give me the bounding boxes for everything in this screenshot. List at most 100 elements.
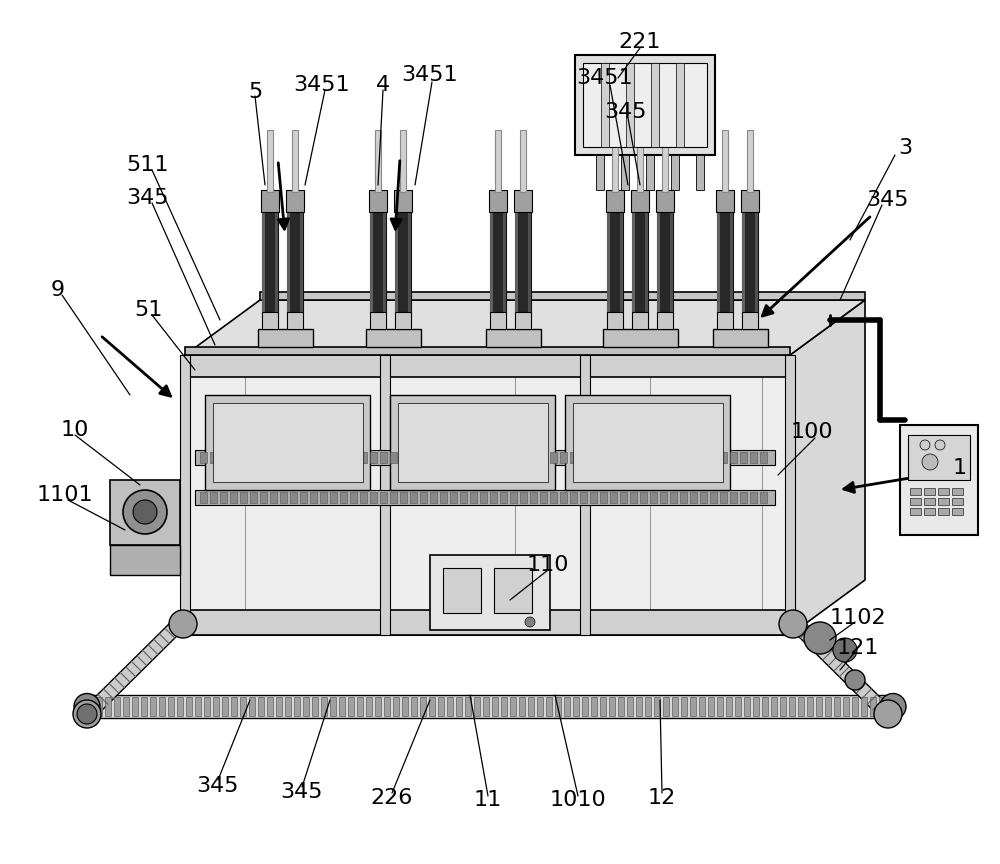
Bar: [258, 329, 313, 347]
Bar: [938, 488, 949, 495]
Bar: [690, 492, 697, 503]
Bar: [250, 492, 257, 503]
Bar: [861, 697, 867, 716]
Bar: [450, 452, 457, 463]
Bar: [621, 155, 629, 190]
Bar: [490, 492, 497, 503]
Bar: [510, 697, 516, 716]
Circle shape: [845, 670, 865, 690]
Bar: [606, 190, 624, 212]
Circle shape: [73, 700, 101, 728]
Bar: [744, 697, 750, 716]
Bar: [168, 697, 174, 716]
Bar: [185, 355, 790, 377]
Bar: [495, 130, 501, 192]
Bar: [540, 452, 547, 463]
Bar: [722, 130, 728, 192]
Bar: [760, 452, 767, 463]
Bar: [275, 210, 278, 312]
Bar: [262, 210, 278, 312]
Bar: [292, 130, 298, 192]
Bar: [610, 452, 617, 463]
Bar: [470, 452, 477, 463]
Bar: [285, 697, 291, 716]
Bar: [740, 492, 747, 503]
Bar: [384, 697, 390, 716]
Bar: [676, 63, 684, 147]
Bar: [607, 210, 610, 312]
Bar: [262, 210, 265, 312]
Bar: [630, 452, 637, 463]
Bar: [660, 492, 667, 503]
Bar: [609, 697, 615, 716]
Bar: [580, 355, 590, 635]
Bar: [105, 697, 111, 716]
Bar: [430, 492, 437, 503]
Bar: [185, 355, 790, 635]
Bar: [260, 452, 267, 463]
Bar: [650, 452, 657, 463]
Bar: [910, 488, 921, 495]
Bar: [924, 508, 935, 515]
Bar: [708, 697, 714, 716]
Bar: [400, 452, 407, 463]
Bar: [321, 697, 327, 716]
Bar: [700, 492, 707, 503]
Bar: [180, 355, 190, 635]
Bar: [573, 697, 579, 716]
Bar: [410, 452, 417, 463]
Bar: [713, 329, 768, 347]
Bar: [618, 697, 624, 716]
Bar: [262, 312, 278, 329]
Bar: [350, 452, 357, 463]
Bar: [590, 492, 597, 503]
Text: 9: 9: [51, 280, 65, 300]
Bar: [474, 697, 480, 716]
Bar: [443, 568, 481, 613]
Bar: [490, 210, 506, 312]
Bar: [632, 210, 635, 312]
Bar: [510, 492, 517, 503]
Bar: [789, 697, 795, 716]
Bar: [357, 697, 363, 716]
Bar: [530, 492, 537, 503]
Bar: [537, 697, 543, 716]
Text: 110: 110: [527, 555, 569, 575]
Bar: [582, 697, 588, 716]
Bar: [290, 492, 297, 503]
Bar: [645, 210, 648, 312]
Bar: [630, 492, 637, 503]
Bar: [87, 697, 93, 716]
Bar: [240, 452, 247, 463]
Bar: [340, 452, 347, 463]
Bar: [520, 492, 527, 503]
Bar: [600, 697, 606, 716]
Bar: [159, 697, 165, 716]
Bar: [267, 697, 273, 716]
Circle shape: [133, 500, 157, 524]
Bar: [740, 452, 747, 463]
Bar: [591, 697, 597, 716]
Bar: [515, 210, 531, 312]
Bar: [662, 130, 668, 192]
Polygon shape: [82, 618, 185, 720]
Bar: [310, 452, 317, 463]
Bar: [360, 492, 367, 503]
Text: 221: 221: [619, 32, 661, 52]
Bar: [515, 312, 531, 329]
Bar: [260, 292, 865, 300]
Bar: [287, 312, 303, 329]
Bar: [528, 210, 531, 312]
Bar: [260, 492, 267, 503]
Bar: [177, 697, 183, 716]
Bar: [651, 63, 659, 147]
Bar: [185, 610, 790, 635]
Bar: [519, 697, 525, 716]
Bar: [690, 697, 696, 716]
Bar: [550, 492, 557, 503]
Bar: [879, 697, 885, 716]
Bar: [636, 697, 642, 716]
Bar: [312, 697, 318, 716]
Bar: [726, 697, 732, 716]
Bar: [286, 190, 304, 212]
